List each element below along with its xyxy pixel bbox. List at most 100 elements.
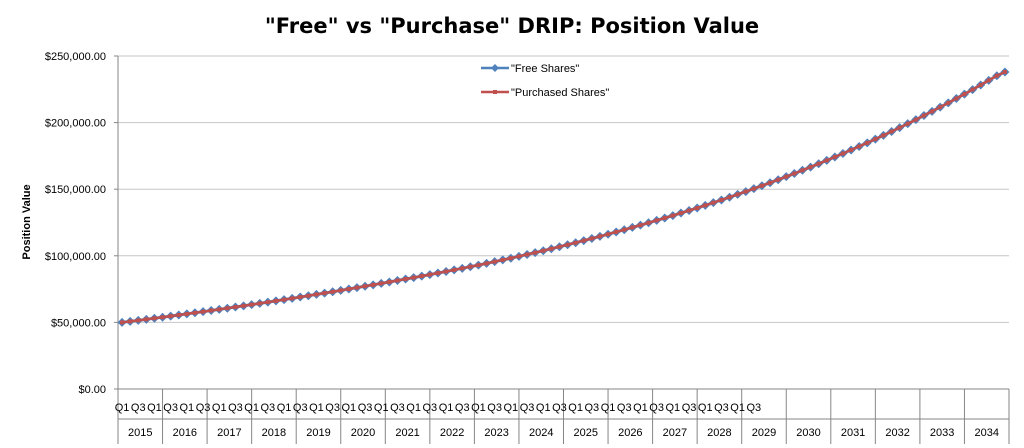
data-point-square (484, 261, 489, 266)
data-point-square (889, 129, 894, 134)
data-point-square (168, 314, 173, 319)
y-tick-label: $0.00 (78, 384, 106, 396)
legend-label: "Free Shares" (511, 63, 579, 75)
data-point-square (152, 316, 157, 321)
data-point-square (306, 293, 311, 298)
quarter-tick-label: Q3 (196, 402, 211, 414)
data-point-square (695, 205, 700, 210)
data-point-square (711, 200, 716, 205)
data-point-square (427, 272, 432, 277)
data-point-square (395, 278, 400, 283)
data-point-square (411, 275, 416, 280)
data-point-square (881, 133, 886, 138)
data-point-square (946, 100, 951, 105)
quarter-tick-label: Q1 (342, 402, 357, 414)
quarter-tick-label: Q3 (390, 402, 405, 414)
quarter-tick-label: Q1 (374, 402, 389, 414)
quarter-tick-label: Q3 (585, 402, 600, 414)
series-purchased-shares (120, 69, 1007, 325)
data-point-square (460, 266, 465, 271)
data-point-square (824, 158, 829, 163)
quarter-tick-label: Q3 (455, 402, 470, 414)
series-group (117, 67, 1010, 327)
y-tick-label: $100,000.00 (45, 251, 106, 263)
data-point-square (136, 318, 141, 323)
data-point-square (913, 117, 918, 122)
quarter-tick-label: Q1 (471, 402, 486, 414)
data-point-square (403, 277, 408, 282)
y-tick-label: $150,000.00 (45, 184, 106, 196)
year-tick-label: 2022 (440, 427, 464, 439)
data-point-square (589, 236, 594, 241)
data-point-square (201, 309, 206, 314)
data-point-square (849, 148, 854, 153)
data-point-square (452, 267, 457, 272)
data-point-square (508, 256, 513, 261)
year-tick-label: 2026 (618, 427, 642, 439)
data-point-square (808, 165, 813, 170)
data-point-square (784, 174, 789, 179)
data-point-square (622, 227, 627, 232)
data-point-square (379, 281, 384, 286)
data-point-square (687, 208, 692, 213)
quarter-tick-label: Q1 (115, 402, 130, 414)
quarter-tick-label: Q1 (309, 402, 324, 414)
data-point-square (282, 297, 287, 302)
quarter-tick-label: Q1 (212, 402, 227, 414)
data-point-square (735, 192, 740, 197)
quarter-tick-label: Q3 (682, 402, 697, 414)
data-point-square (573, 240, 578, 245)
quarter-tick-label: Q1 (730, 402, 745, 414)
quarter-tick-label: Q3 (552, 402, 567, 414)
data-point-square (273, 298, 278, 303)
year-tick-label: 2021 (395, 427, 419, 439)
year-tick-label: 2032 (885, 427, 909, 439)
quarter-tick-label: Q1 (536, 402, 551, 414)
data-point-square (857, 144, 862, 149)
quarter-tick-label: Q3 (325, 402, 340, 414)
quarter-tick-label: Q1 (601, 402, 616, 414)
quarter-tick-label: Q1 (439, 402, 454, 414)
year-tick-label: 2027 (663, 427, 687, 439)
data-point-square (759, 183, 764, 188)
data-point-square (638, 223, 643, 228)
quarter-tick-label: Q1 (504, 402, 519, 414)
year-tick-label: 2034 (974, 427, 998, 439)
data-point-square (832, 154, 837, 159)
quarter-tick-label: Q3 (649, 402, 664, 414)
data-point-square (290, 296, 295, 301)
data-point-square (897, 125, 902, 130)
y-tick-label: $250,000.00 (45, 51, 106, 63)
year-tick-label: 2020 (351, 427, 375, 439)
quarter-tick-label: Q3 (714, 402, 729, 414)
gridlines (118, 55, 1009, 323)
data-point-square (865, 140, 870, 145)
data-point-square (468, 264, 473, 269)
data-point-square (371, 282, 376, 287)
quarter-tick-label: Q1 (180, 402, 195, 414)
data-point-square (962, 92, 967, 97)
data-point-square (743, 189, 748, 194)
data-point-square (120, 320, 125, 325)
series-free-shares (117, 67, 1010, 327)
data-point-square (646, 220, 651, 225)
data-point-square (330, 289, 335, 294)
quarter-tick-label: Q1 (633, 402, 648, 414)
data-point-square (703, 203, 708, 208)
quarter-tick-label: Q1 (568, 402, 583, 414)
y-tick-label: $200,000.00 (45, 118, 106, 130)
quarter-tick-label: Q1 (277, 402, 292, 414)
year-tick-label: 2017 (217, 427, 241, 439)
data-point-square (192, 310, 197, 315)
data-point-square (662, 215, 667, 220)
data-point-square (516, 254, 521, 259)
data-point-square (670, 213, 675, 218)
data-point-square (525, 252, 530, 257)
y-axis-label: Position Value (21, 184, 33, 259)
data-point-square (1002, 69, 1007, 74)
quarter-tick-label: Q3 (617, 402, 632, 414)
data-point-square (217, 307, 222, 312)
data-point-square (500, 257, 505, 262)
